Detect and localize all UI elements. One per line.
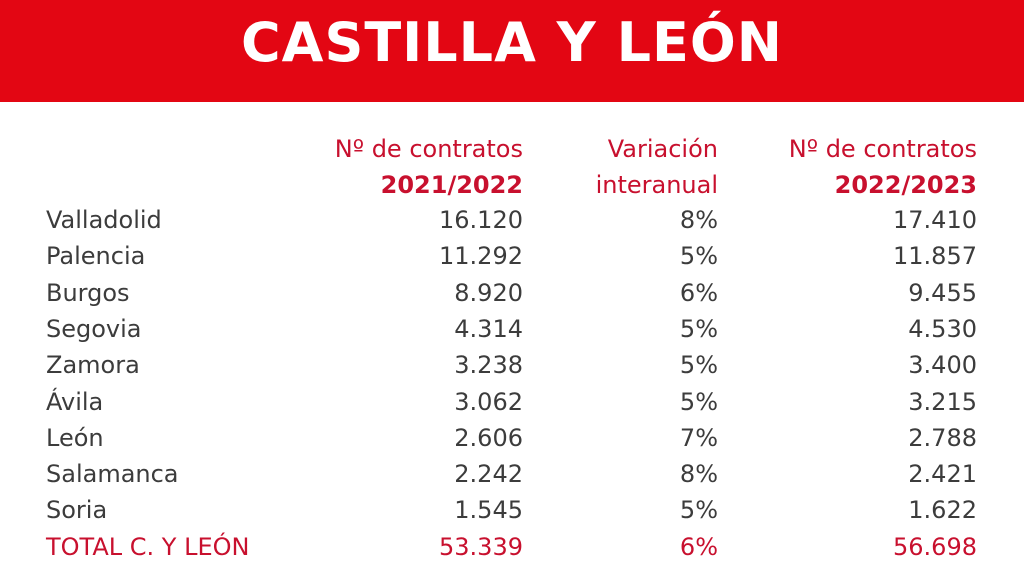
table-cell: 2.421	[908, 460, 977, 489]
column-header-line1: Nº de contratos	[334, 135, 523, 163]
table-cell: 2.788	[908, 423, 977, 452]
table-cell: 7%	[679, 423, 718, 452]
row-label: Segovia	[46, 314, 142, 343]
column-header-line2: interanual	[595, 171, 718, 199]
column-header-line1: Variación	[607, 135, 718, 163]
table-cell: 4.530	[908, 314, 977, 343]
table-cell: 1.545	[454, 496, 523, 525]
table-cell: 5%	[679, 496, 718, 525]
table-cell: 11.292	[439, 242, 523, 271]
table-cell: 5%	[679, 351, 718, 380]
table-cell: 4.314	[454, 314, 523, 343]
total-label: TOTAL C. Y LEÓN	[46, 532, 250, 561]
table-cell: 5%	[679, 387, 718, 416]
row-label: Zamora	[46, 351, 140, 380]
table-cell: 5%	[679, 314, 718, 343]
page-title: CASTILLA Y LEÓN	[241, 11, 783, 74]
table-cell: 1.622	[908, 496, 977, 525]
table-cell: 5%	[679, 242, 718, 271]
table-cell: 3.400	[908, 351, 977, 380]
table-cell: 2.242	[454, 460, 523, 489]
row-label: Palencia	[46, 242, 146, 271]
table-cell: 8%	[679, 206, 718, 234]
row-label: León	[46, 423, 104, 452]
title-banner	[0, 0, 1024, 102]
table-cell: 2.606	[454, 423, 523, 452]
table-cell: 3.215	[908, 387, 977, 416]
column-header-line2: 2022/2023	[834, 171, 977, 199]
table-cell: 3.238	[454, 351, 523, 380]
total-cell: 6%	[679, 532, 718, 561]
table-cell: 8.920	[454, 278, 523, 307]
row-label: Soria	[46, 496, 108, 525]
row-label: Valladolid	[46, 206, 162, 234]
table-cell: 17.410	[893, 206, 977, 234]
row-label: Ávila	[46, 387, 104, 416]
column-header-line2: 2021/2022	[380, 171, 523, 199]
column-header-line1: Nº de contratos	[788, 135, 977, 163]
table-cell: 3.062	[454, 387, 523, 416]
row-label: Salamanca	[46, 460, 179, 489]
total-cell: 56.698	[893, 532, 977, 561]
table-cell: 11.857	[893, 242, 977, 271]
table-cell: 16.120	[439, 206, 523, 234]
table-cell: 9.455	[908, 278, 977, 307]
table-cell: 6%	[679, 278, 718, 307]
row-label: Burgos	[46, 278, 130, 307]
total-cell: 53.339	[439, 532, 523, 561]
table-cell: 8%	[679, 460, 718, 489]
